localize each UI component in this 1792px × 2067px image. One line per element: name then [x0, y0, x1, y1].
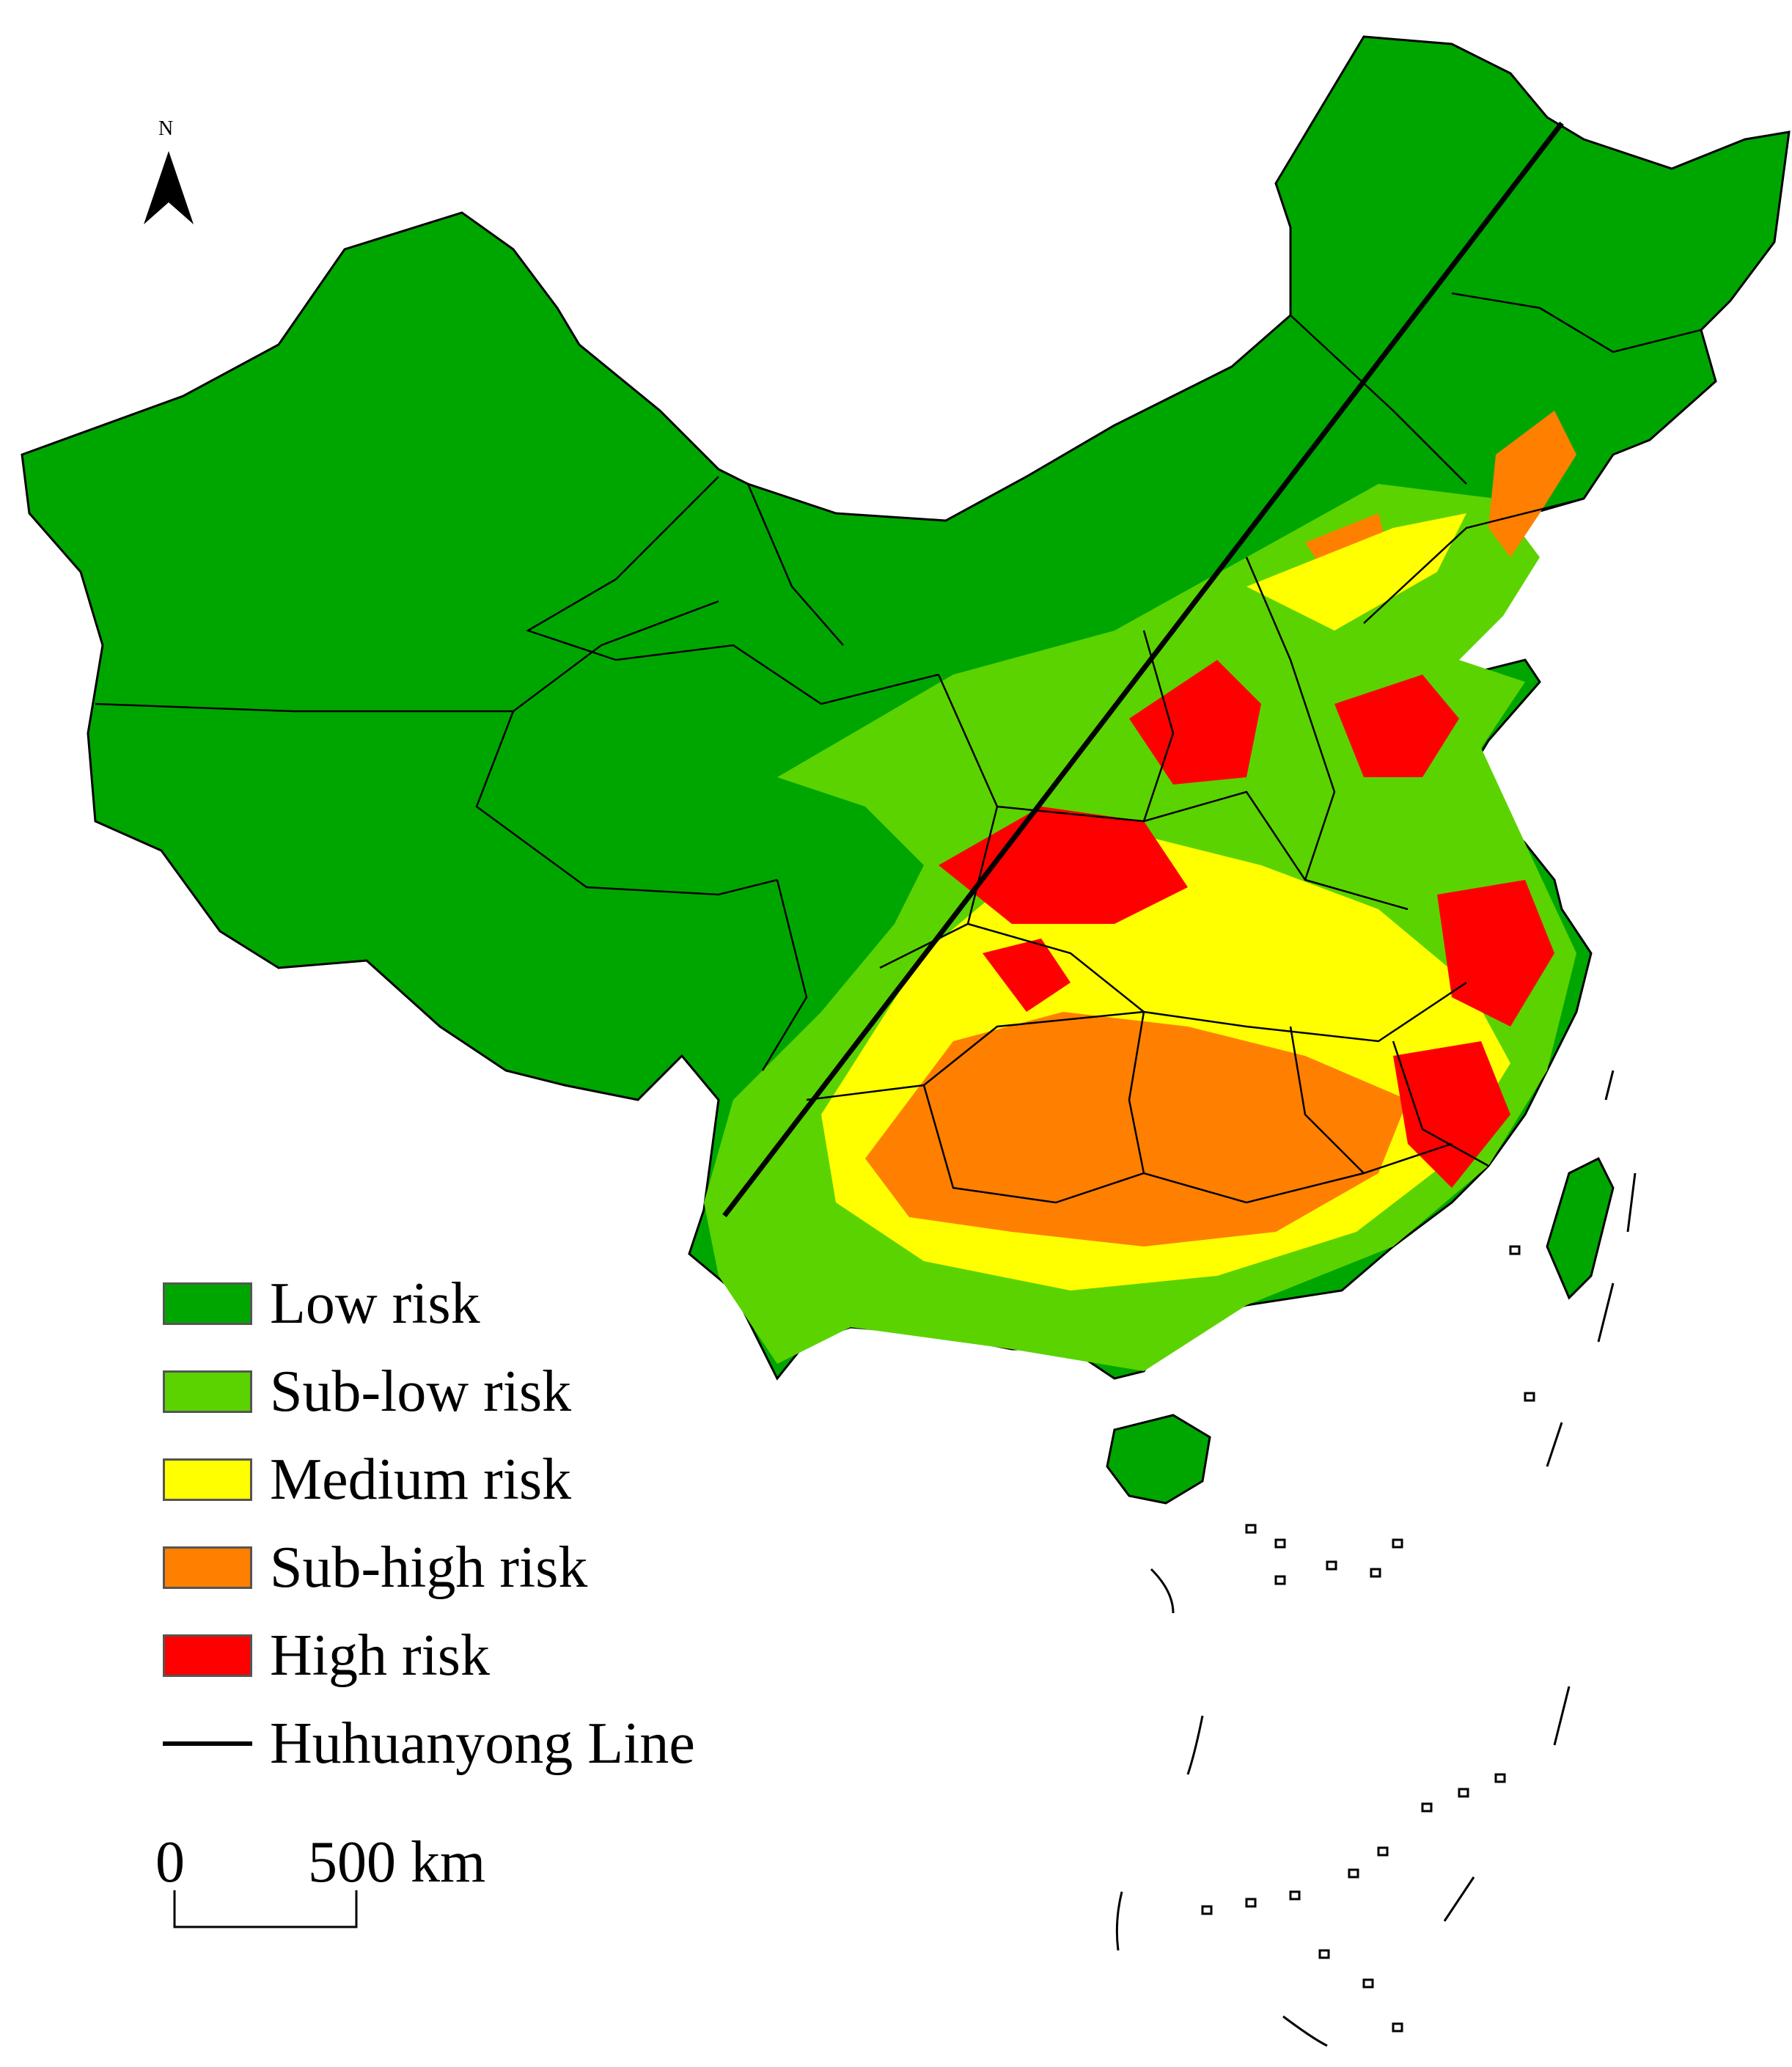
legend: Low risk Sub-low risk Medium risk Sub-hi… [163, 1260, 695, 1788]
province-borders [95, 292, 1702, 1204]
legend-label: Sub-high risk [270, 1535, 588, 1600]
legend-label: Medium risk [270, 1447, 572, 1512]
legend-swatch-medium [163, 1458, 252, 1501]
legend-item-low-risk: Low risk [163, 1260, 695, 1348]
legend-label: Sub-low risk [270, 1359, 572, 1424]
scale-zero-label: 0 [155, 1830, 185, 1895]
legend-swatch-sub-low [163, 1370, 252, 1413]
scale-distance-label: 500 km [308, 1830, 486, 1895]
taiwan-island [1546, 1156, 1615, 1300]
legend-label: Low risk [270, 1271, 480, 1336]
scale-bar [173, 1890, 358, 1928]
huhuanyong-line [722, 121, 1564, 1218]
north-label: N [158, 117, 174, 140]
legend-swatch-high [163, 1634, 252, 1677]
legend-item-medium-risk: Medium risk [163, 1436, 695, 1524]
legend-label: Huhuanyong Line [270, 1711, 695, 1776]
legend-item-sub-high-risk: Sub-high risk [163, 1524, 695, 1612]
legend-swatch-line [163, 1741, 252, 1746]
legend-swatch-sub-high [163, 1546, 252, 1589]
hainan-island [1106, 1414, 1211, 1505]
north-arrow-icon [144, 151, 194, 224]
south-china-sea-inset [1115, 1070, 1637, 2047]
legend-label: High risk [270, 1623, 490, 1688]
legend-swatch-low [163, 1282, 252, 1325]
legend-item-sub-low-risk: Sub-low risk [163, 1348, 695, 1436]
legend-item-huhuanyong-line: Huhuanyong Line [163, 1700, 695, 1788]
risk-overlay [704, 411, 1576, 1371]
legend-item-high-risk: High risk [163, 1612, 695, 1700]
